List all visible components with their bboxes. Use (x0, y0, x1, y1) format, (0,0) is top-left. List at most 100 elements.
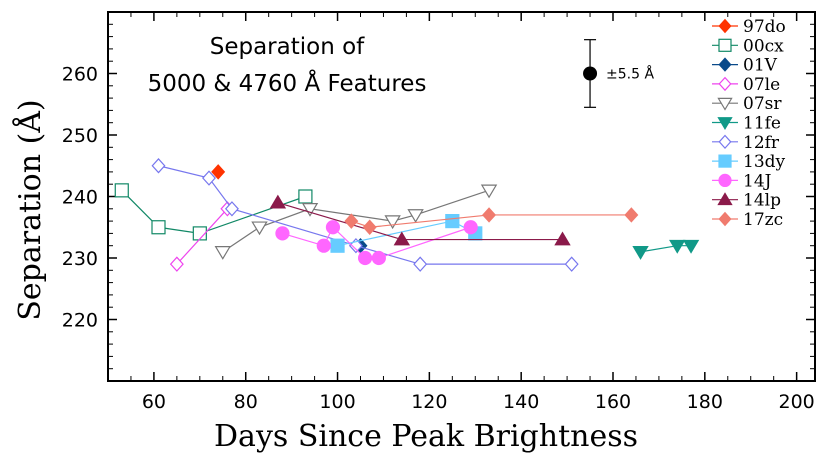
y-tick-label: 220 (62, 310, 98, 332)
data-point-07sr (407, 209, 424, 223)
series-line-12fr (158, 165, 572, 265)
data-point-12fr (224, 201, 239, 217)
legend-marker (717, 117, 733, 130)
legend-marker (718, 57, 732, 72)
data-point-07sr (384, 215, 401, 230)
data-point-13dy (330, 238, 345, 253)
data-point-14J (463, 220, 478, 235)
annotation-title-line2: 5000 & 4760 Å Features (148, 69, 427, 97)
series-13dy (330, 214, 483, 253)
y-axis-title: Separation (Å) (12, 99, 48, 320)
legend-item-07le: 07le (712, 75, 780, 95)
x-tick-label: 80 (234, 391, 258, 413)
data-point-17zc (624, 207, 639, 223)
data-point-11fe (669, 239, 686, 254)
legend-label: 07sr (743, 94, 782, 114)
x-tick-label: 200 (779, 391, 815, 413)
legend-marker (718, 134, 732, 149)
x-tick-label: 180 (687, 391, 723, 413)
legend-marker (718, 38, 732, 52)
legend-item-07sr: 07sr (712, 94, 782, 114)
data-point-07le (169, 256, 184, 272)
data-point-00cx (298, 189, 313, 204)
legend-marker (718, 18, 732, 34)
data-point-07sr (301, 203, 319, 217)
data-point-14J (371, 250, 386, 266)
data-point-17zc (344, 213, 359, 229)
legend-marker (717, 192, 733, 206)
data-point-12fr (413, 256, 428, 272)
data-series (114, 158, 700, 272)
x-tick-label: 140 (503, 391, 539, 413)
data-point-13dy (445, 214, 460, 229)
y-tick-label: 260 (62, 64, 98, 86)
legend-label: 14lp (743, 191, 781, 211)
series-12fr (151, 158, 579, 272)
data-point-14J (275, 226, 290, 241)
y-tick-label: 230 (62, 248, 98, 270)
legend-item-11fe: 11fe (712, 114, 781, 134)
series-line-14lp (277, 202, 563, 241)
legend: 97do00cx01V07le07sr11fe12fr13dy14J14lp17… (712, 17, 786, 230)
legend-marker (718, 154, 732, 168)
x-tick-label: 60 (142, 391, 166, 413)
data-point-12fr (564, 256, 579, 272)
data-point-14lp (393, 231, 411, 246)
x-axis-title: Days Since Peak Brightness (214, 419, 638, 454)
y-tick-label: 250 (62, 125, 98, 147)
series-14J (275, 220, 478, 266)
legend-label: 01V (743, 56, 778, 76)
series-97do (211, 164, 226, 180)
data-point-14J (357, 250, 373, 266)
legend-item-17zc: 17zc (712, 210, 783, 230)
legend-label: 97do (743, 17, 786, 37)
legend-marker (718, 211, 732, 227)
axis-ticks: 60 80 100 120 140 160 180 200 220 230 240 250 260 (62, 12, 815, 413)
legend-item-97do: 97do (712, 17, 786, 37)
x-tick-label: 120 (411, 391, 447, 413)
annotation-title-line1: Separation of (210, 34, 365, 60)
y-tick-label: 240 (62, 187, 98, 209)
legend-marker (718, 173, 732, 187)
series-07le (169, 201, 235, 272)
legend-marker (717, 97, 733, 111)
data-point-00cx (114, 183, 129, 198)
error-bar-group: ±5.5 Å (583, 39, 654, 108)
data-point-12fr (151, 158, 166, 174)
data-point-97do (211, 164, 226, 180)
legend-item-14lp: 14lp (712, 191, 781, 211)
data-point-17zc (362, 219, 377, 235)
legend-item-01V: 01V (712, 56, 778, 76)
data-point-07sr (251, 221, 268, 236)
legend-label: 13dy (743, 152, 786, 172)
data-point-00cx (192, 226, 207, 241)
data-point-00cx (151, 220, 166, 235)
data-point-17zc (482, 207, 497, 223)
data-point-12fr (202, 170, 216, 186)
x-tick-label: 100 (319, 391, 355, 413)
series-line-14J (282, 226, 471, 259)
legend-label: 14J (743, 171, 772, 191)
series-line-17zc (351, 214, 632, 228)
data-point-14lp (269, 194, 287, 209)
error-bar-point (583, 66, 598, 81)
series-11fe (632, 239, 700, 260)
legend-label: 17zc (743, 210, 783, 230)
legend-item-14J: 14J (712, 171, 772, 191)
legend-item-12fr: 12fr (712, 133, 780, 153)
data-point-14lp (554, 231, 571, 246)
legend-item-13dy: 13dy (712, 152, 786, 172)
plot-frame (107, 11, 816, 382)
error-bar-label: ±5.5 Å (606, 66, 654, 83)
data-point-14J (325, 220, 341, 235)
series-14lp (269, 194, 571, 246)
legend-marker (718, 76, 732, 92)
series-line-07le (176, 208, 228, 265)
legend-label: 12fr (743, 133, 780, 153)
data-point-11fe (632, 246, 649, 260)
data-point-07sr (480, 184, 498, 199)
x-tick-label: 160 (595, 391, 631, 413)
legend-label: 00cx (743, 36, 784, 56)
series-00cx (114, 183, 313, 241)
